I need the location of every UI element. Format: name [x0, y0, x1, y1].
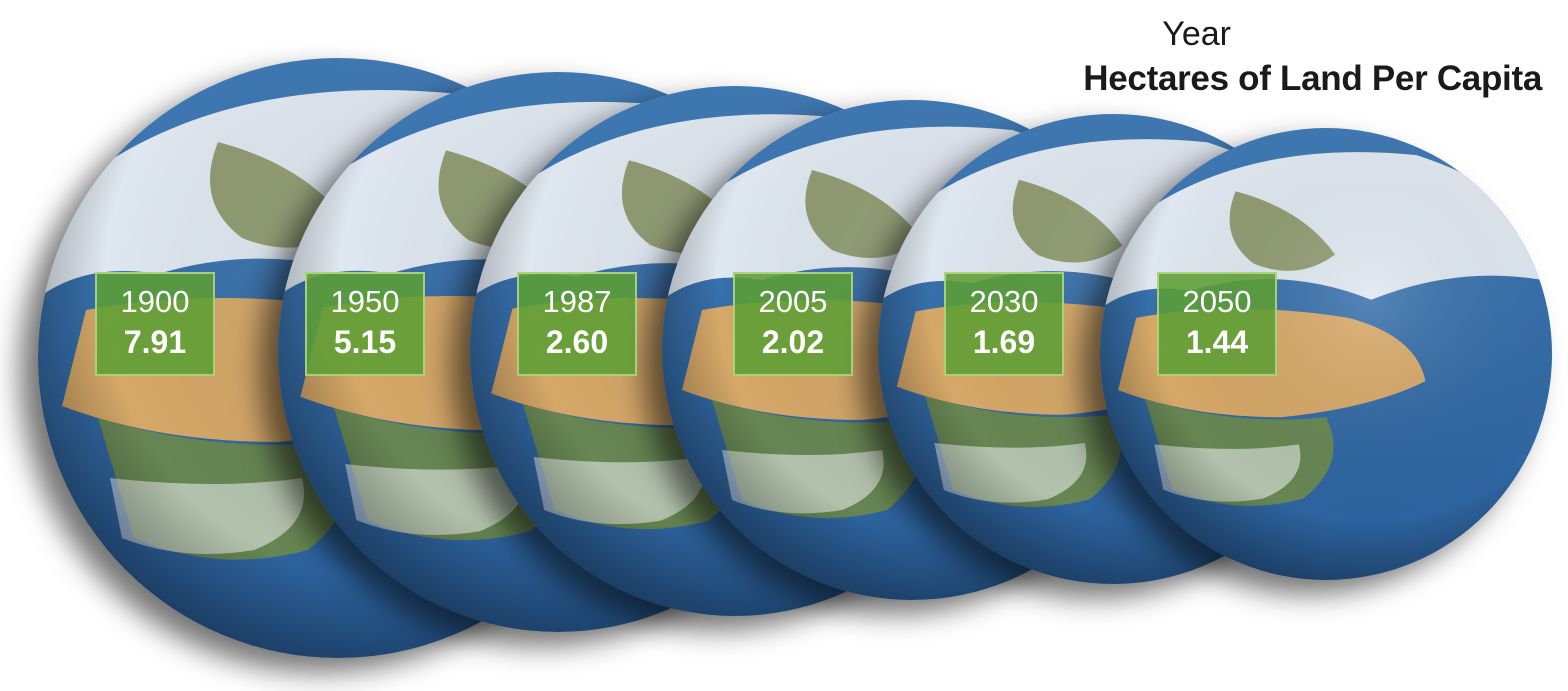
- data-label-year: 2050: [1182, 284, 1252, 319]
- data-label-value: 2.02: [761, 324, 825, 360]
- data-label-box: 2050 1.44: [1157, 272, 1277, 376]
- data-label-box: 1987 2.60: [517, 272, 637, 376]
- data-label-value: 7.91: [123, 324, 187, 360]
- globe-2050: [1100, 128, 1552, 580]
- data-label-box: 1950 5.15: [305, 272, 425, 376]
- data-label-year: 2005: [758, 284, 828, 319]
- data-label-value: 1.69: [972, 324, 1036, 360]
- data-label-value: 2.60: [545, 324, 609, 360]
- data-label-year: 1987: [542, 284, 612, 319]
- data-label-year: 2030: [969, 284, 1039, 319]
- data-label-year: 1900: [120, 284, 190, 319]
- data-label-box: 2030 1.69: [944, 272, 1064, 376]
- legend-year-label: Year: [1162, 15, 1231, 53]
- data-label-box: 2005 2.02: [733, 272, 853, 376]
- legend-metric-label: Hectares of Land Per Capita: [1083, 59, 1542, 98]
- data-label-box: 1900 7.91: [95, 272, 215, 376]
- data-label-value: 5.15: [333, 324, 397, 360]
- data-label-year: 1950: [330, 284, 400, 319]
- data-label-value: 1.44: [1185, 324, 1249, 360]
- legend: Year Hectares of Land Per Capita: [1083, 12, 1542, 102]
